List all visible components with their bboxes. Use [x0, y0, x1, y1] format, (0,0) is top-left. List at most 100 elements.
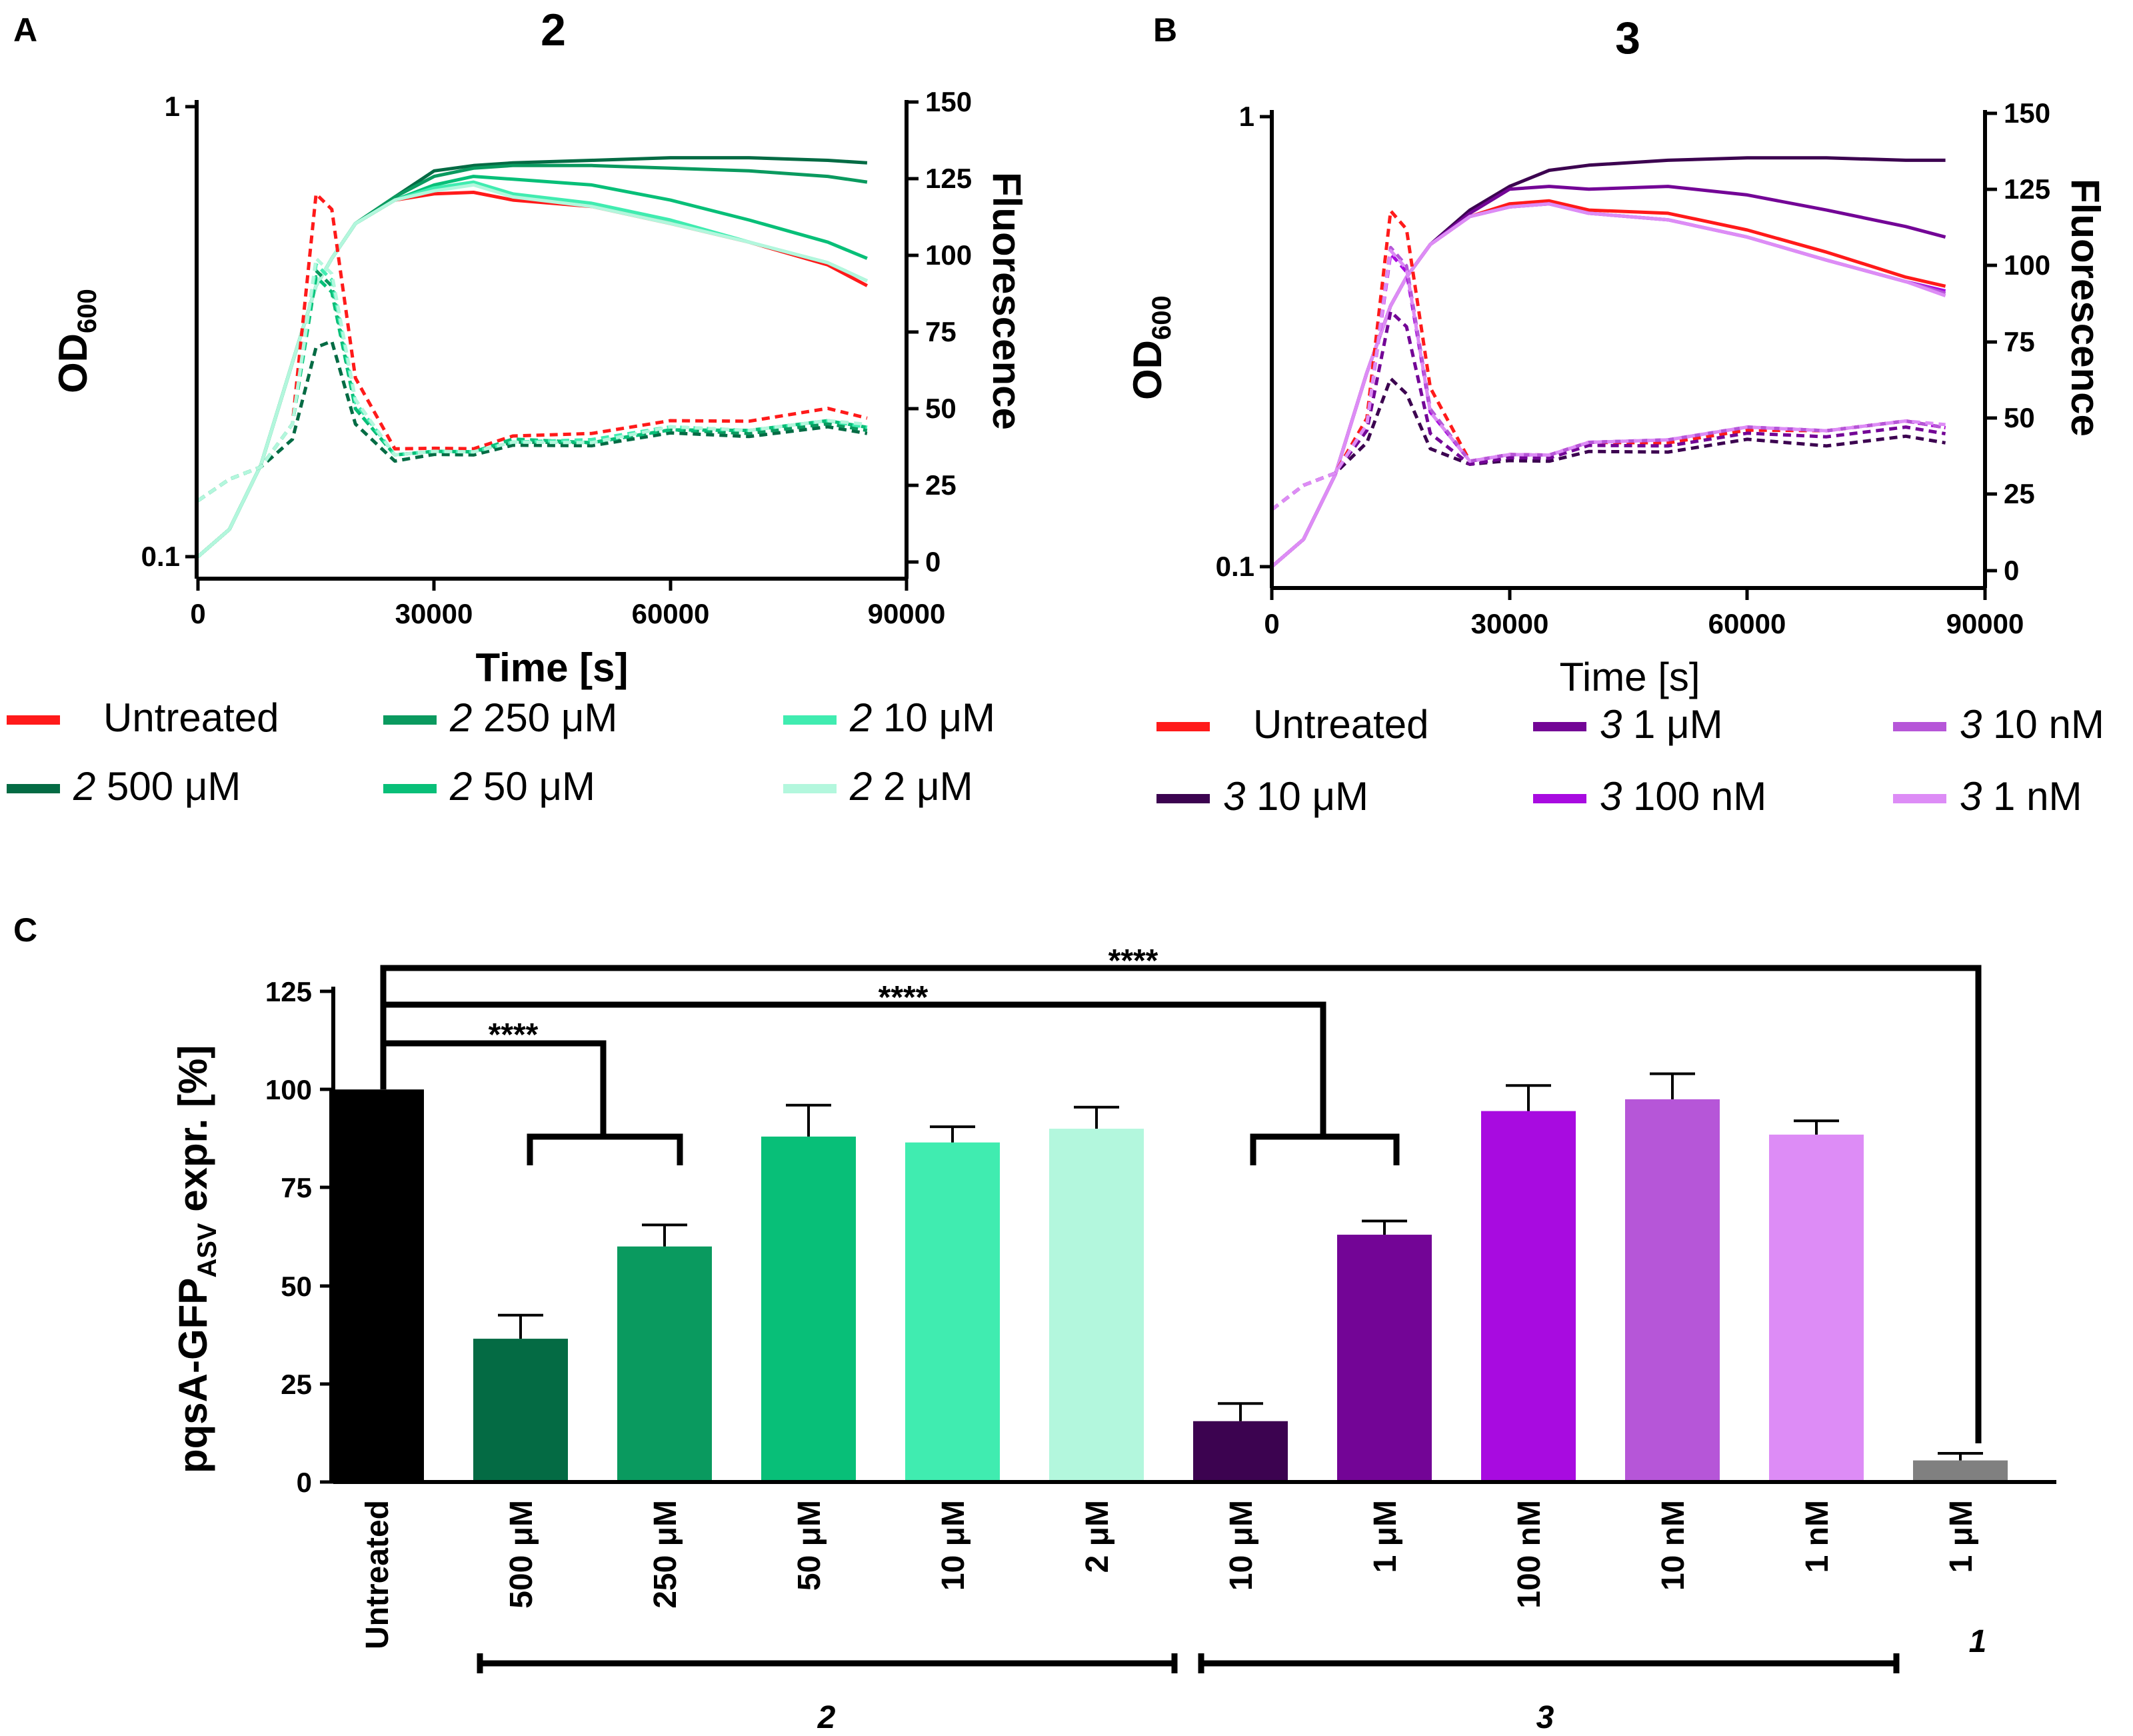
panel-a-x-title: Time [s]	[476, 645, 629, 690]
sig-subbracket-3	[1250, 1133, 1400, 1165]
panel-a-y-right-title: Fluorescence	[985, 172, 1029, 430]
group-bracket-2	[477, 1653, 1178, 1673]
category-label-11: 1 μM	[1944, 1500, 1979, 1573]
bar-9	[1625, 1099, 1720, 1482]
legend-label-0: Untreated	[103, 695, 279, 740]
panel-a-right-ticklabel-100: 100	[925, 239, 972, 271]
panel-b-y-right-title: Fluorescence	[2063, 179, 2108, 437]
panel-b-left-ticklabel-0.1: 0.1	[1216, 551, 1254, 582]
panel-b-right-ticklabel-125: 125	[2004, 173, 2050, 205]
legend-label-1: 3 10 μM	[1223, 774, 1368, 819]
bar-5	[1049, 1129, 1144, 1482]
panel-a-legend: Untreated 2 500 μM 2 250 μM 2 50 μM 2 10 μM 2…	[7, 695, 995, 809]
panel-a-x-ticks: 0 30000 60000 90000	[190, 579, 945, 629]
sig-label-1: ****	[1108, 943, 1158, 979]
panel-c-y-ticks: 125 100 75 50 25 0	[265, 976, 333, 1498]
panel-a-y-left-title: OD600	[51, 289, 102, 393]
legend-swatch-3	[383, 784, 437, 793]
panel-b-x-ticklabel-60000: 60000	[1708, 608, 1786, 639]
category-label-3: 50 μM	[792, 1500, 827, 1591]
series-a-fluorescence-7	[197, 339, 868, 503]
category-label-6: 10 μM	[1224, 1500, 1259, 1591]
panel-b-x-ticks: 0 30000 60000 90000	[1264, 588, 2024, 639]
legend-swatch-5	[1893, 794, 1946, 803]
category-label-1: 500 μM	[504, 1500, 539, 1609]
category-label-9: 10 nM	[1656, 1500, 1691, 1591]
panel-b-x-ticklabel-30000: 30000	[1471, 608, 1549, 639]
panel-b: B 3 1 0.1 150 125 100 75 50 25 0	[1125, 11, 2108, 699]
panel-a-right-ticklabel-25: 25	[925, 469, 957, 501]
legend-label-1: 2 500 μM	[73, 764, 241, 809]
sig-label-2: ****	[489, 1017, 539, 1053]
panel-c: C 125 100 75 50 25 0 pqsA-GFPASV expr. […	[13, 911, 2056, 1735]
panel-b-y-left-title: OD600	[1125, 295, 1176, 400]
panel-a-right-ticklabel-50: 50	[925, 393, 957, 424]
panel-a-title: 2	[541, 5, 566, 55]
panel-a-left-ticklabel-0.1: 0.1	[141, 541, 180, 572]
panel-b-right-ticklabel-0: 0	[2004, 555, 2019, 586]
legend-label-3: 3 100 nM	[1600, 774, 1766, 819]
legend-swatch-4	[1893, 722, 1946, 731]
series-b-fluorescence-7	[1270, 377, 1946, 511]
panel-c-y-ticklabel-25: 25	[281, 1369, 312, 1400]
legend-label-5: 2 2 μM	[849, 764, 973, 809]
panel-a-x-ticklabel-60000: 60000	[632, 598, 710, 629]
category-label-10: 1 nM	[1800, 1500, 1835, 1573]
bar-11	[1913, 1460, 2008, 1482]
category-label-7: 1 μM	[1368, 1500, 1403, 1573]
legend-label-0: Untreated	[1253, 702, 1429, 747]
panel-b-legend: Untreated 3 10 μM 3 1 μM 3 100 nM 3 10 nM 3 1…	[1156, 702, 2104, 819]
panel-b-right-ticklabel-100: 100	[2004, 249, 2050, 281]
series-b-fluorescence-11	[1270, 249, 1946, 511]
sig-bracket-3	[380, 1001, 1326, 1137]
panel-c-y-ticklabel-75: 75	[281, 1172, 312, 1203]
category-label-2: 250 μM	[648, 1500, 683, 1609]
bar-6	[1193, 1421, 1288, 1482]
panel-c-y-ticklabel-125: 125	[265, 976, 312, 1007]
panel-b-right-ticklabel-75: 75	[2004, 326, 2035, 357]
category-label-0: Untreated	[360, 1500, 395, 1649]
group-label-2: 2	[817, 1700, 836, 1735]
series-b-od600-0	[1270, 199, 1946, 568]
series-a-od600-3	[197, 175, 868, 558]
panel-a: A 2 1 0.1 150 125 100 75 50 25 0	[13, 5, 1029, 690]
panel-a-right-ticklabel-150: 150	[925, 86, 972, 117]
panel-a-x-ticklabel-90000: 90000	[868, 598, 946, 629]
bar-1	[473, 1339, 568, 1482]
legend-swatch-0	[7, 715, 60, 725]
sig-subbracket-2	[527, 1133, 683, 1165]
category-label-8: 100 nM	[1512, 1500, 1547, 1609]
panel-a-right-ticklabel-0: 0	[925, 546, 941, 577]
bar-4	[905, 1142, 1000, 1482]
group-bracket-3	[1198, 1653, 1900, 1673]
panel-c-y-ticklabel-0: 0	[297, 1467, 312, 1498]
panel-b-title: 3	[1615, 13, 1640, 63]
panel-c-y-title: pqsA-GFPASV expr. [%]	[171, 1045, 222, 1473]
sig-label-3: ****	[879, 980, 929, 1015]
bar-2	[617, 1246, 712, 1482]
group-label-3: 3	[1536, 1700, 1554, 1735]
panel-a-x-ticklabel-30000: 30000	[395, 598, 473, 629]
legend-swatch-4	[783, 715, 837, 725]
legend-swatch-1	[7, 784, 60, 793]
series-b-fluorescence-8	[1270, 309, 1946, 511]
category-label-5: 2 μM	[1080, 1500, 1115, 1573]
panel-c-label: C	[13, 911, 37, 949]
panel-b-right-ticklabel-25: 25	[2004, 478, 2035, 509]
bar-8	[1481, 1111, 1576, 1482]
panel-c-bars	[329, 1072, 2008, 1482]
group-label-1: 1	[1969, 1624, 1987, 1659]
panel-b-label: B	[1153, 11, 1177, 49]
category-label-4: 10 μM	[936, 1500, 971, 1591]
sig-bracket-1	[380, 965, 1982, 1443]
panel-c-significance: **** **** ****	[380, 943, 1982, 1443]
panel-a-plot-area	[197, 156, 869, 558]
legend-swatch-2	[1533, 722, 1586, 731]
panel-a-right-ticklabel-125: 125	[925, 163, 972, 194]
bar-0	[329, 1089, 424, 1482]
legend-swatch-2	[383, 715, 437, 725]
series-b-od600-5	[1270, 202, 1946, 568]
legend-label-4: 3 10 nM	[1960, 702, 2104, 747]
panel-c-groups: 2 3 1	[477, 1624, 1987, 1735]
